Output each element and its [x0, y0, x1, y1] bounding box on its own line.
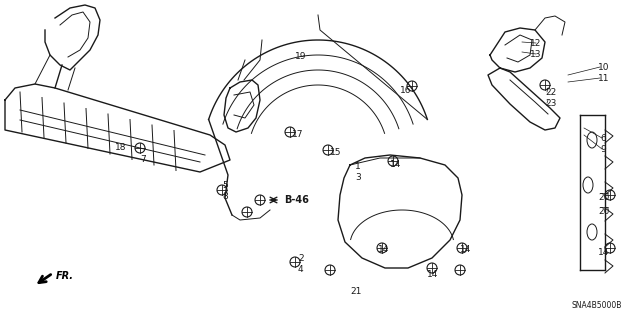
Text: 16: 16 [400, 86, 412, 95]
Text: 4: 4 [298, 265, 303, 274]
Text: 19: 19 [295, 52, 307, 61]
Text: 3: 3 [355, 173, 361, 182]
Text: 14: 14 [427, 270, 438, 279]
Text: 14: 14 [598, 248, 609, 257]
Text: 13: 13 [530, 50, 541, 59]
Text: 2: 2 [298, 254, 303, 263]
Text: 12: 12 [530, 39, 541, 48]
Text: 22: 22 [545, 88, 556, 97]
Text: 5: 5 [222, 181, 228, 190]
Text: 6: 6 [600, 134, 605, 143]
Text: 8: 8 [222, 192, 228, 201]
Text: 14: 14 [378, 245, 389, 254]
Text: 9: 9 [600, 145, 605, 154]
Text: 1: 1 [355, 162, 361, 171]
Text: 20: 20 [598, 207, 609, 216]
Text: 17: 17 [292, 130, 303, 139]
Text: 21: 21 [350, 287, 362, 296]
Text: 7: 7 [140, 155, 146, 164]
Text: SNA4B5000B: SNA4B5000B [572, 301, 622, 310]
Text: 10: 10 [598, 63, 609, 72]
Text: FR.: FR. [56, 271, 74, 281]
Text: 15: 15 [330, 148, 342, 157]
Text: 14: 14 [460, 245, 472, 254]
Text: 23: 23 [545, 99, 556, 108]
Text: B-46: B-46 [284, 195, 309, 205]
Text: 14: 14 [390, 160, 401, 169]
Text: 18: 18 [115, 143, 127, 152]
Text: 11: 11 [598, 74, 609, 83]
Text: 20: 20 [598, 193, 609, 202]
